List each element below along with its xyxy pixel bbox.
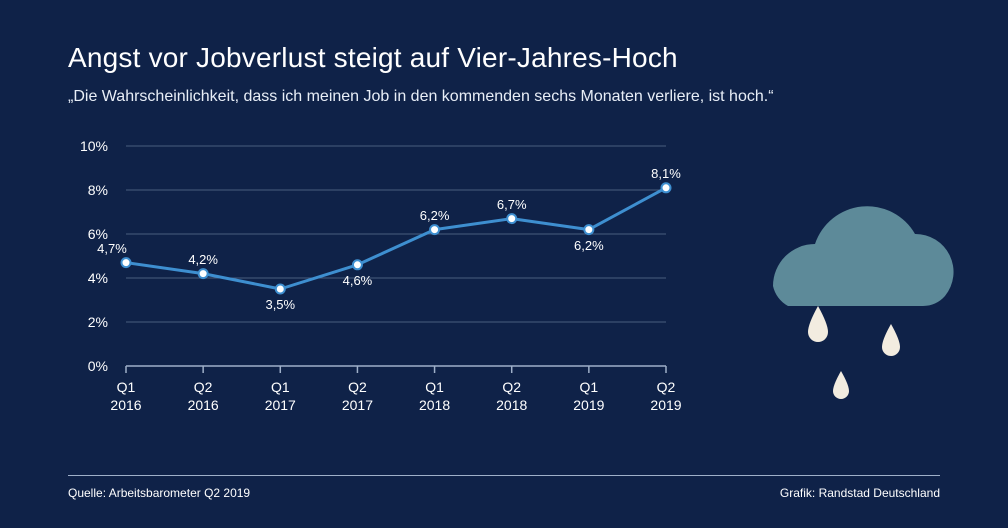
footer-divider xyxy=(68,475,940,476)
source-label: Quelle: Arbeitsbarometer Q2 2019 xyxy=(68,486,250,500)
data-point-label: 4,6% xyxy=(343,273,373,288)
rain-cloud-icon xyxy=(728,156,958,416)
page-title: Angst vor Jobverlust steigt auf Vier-Jah… xyxy=(68,42,940,74)
y-axis-label: 0% xyxy=(68,358,108,374)
credit-label: Grafik: Randstad Deutschland xyxy=(780,486,940,500)
data-point-label: 4,7% xyxy=(97,241,127,256)
y-axis-label: 2% xyxy=(68,314,108,330)
data-point-label: 8,1% xyxy=(651,166,681,181)
y-axis-label: 8% xyxy=(68,182,108,198)
x-axis-label: Q22019 xyxy=(636,378,696,414)
data-point-label: 6,7% xyxy=(497,197,527,212)
data-point-label: 3,5% xyxy=(265,297,295,312)
data-point-label: 6,2% xyxy=(574,238,604,253)
x-axis-label: Q22017 xyxy=(327,378,387,414)
line-chart: 0% 2% 4% 6% 8% 10% Q12016 Q22016 Q12017 Q22017 Q12… xyxy=(68,136,688,426)
y-axis-label: 6% xyxy=(68,226,108,242)
x-axis-label: Q12018 xyxy=(405,378,465,414)
x-axis-label: Q12019 xyxy=(559,378,619,414)
data-point-label: 6,2% xyxy=(420,208,450,223)
y-axis-label: 10% xyxy=(68,138,108,154)
footer: Quelle: Arbeitsbarometer Q2 2019 Grafik:… xyxy=(68,475,940,500)
x-axis-label: Q12017 xyxy=(250,378,310,414)
x-axis-label: Q22018 xyxy=(482,378,542,414)
x-axis-label: Q22016 xyxy=(173,378,233,414)
data-point-label: 4,2% xyxy=(188,252,218,267)
x-axis-label: Q12016 xyxy=(96,378,156,414)
y-axis-label: 4% xyxy=(68,270,108,286)
subtitle: „Die Wahrscheinlichkeit, dass ich meinen… xyxy=(68,88,940,106)
